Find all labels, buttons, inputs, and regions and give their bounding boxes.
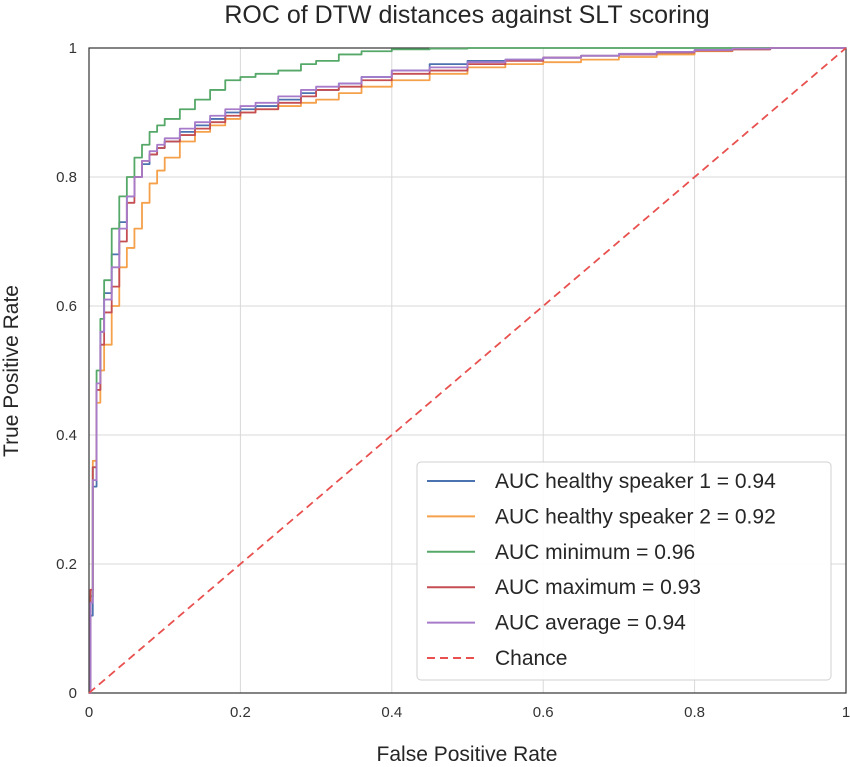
- x-tick-label: 0.6: [533, 704, 554, 721]
- x-axis-label: False Positive Rate: [377, 743, 558, 766]
- y-axis-label: True Positive Rate: [0, 285, 23, 457]
- x-tick-label: 0.2: [230, 704, 251, 721]
- legend-entry: AUC minimum = 0.96: [495, 541, 695, 564]
- legend-entry: AUC healthy speaker 1 = 0.94: [495, 470, 776, 493]
- y-tick-label: 0.4: [56, 427, 77, 444]
- grid-lines: [88, 47, 847, 694]
- chart-title: ROC of DTW distances against SLT scoring: [224, 1, 709, 29]
- legend-entry: Chance: [495, 647, 567, 670]
- legend: AUC healthy speaker 1 = 0.94 AUC healthy …: [416, 461, 832, 681]
- y-tick-label: 0.8: [56, 169, 77, 186]
- legend-entry: AUC average = 0.94: [495, 612, 686, 635]
- legend-box: [416, 461, 832, 681]
- x-tick-label: 0.4: [381, 704, 402, 721]
- legend-entry: AUC maximum = 0.93: [495, 576, 701, 599]
- series-line-4: [89, 47, 846, 694]
- x-tick-label: 1: [842, 704, 850, 721]
- series-lines: [88, 47, 847, 694]
- y-tick-label: 1: [69, 40, 77, 57]
- y-tick-label: 0.2: [56, 556, 77, 573]
- legend-entry: AUC healthy speaker 2 = 0.92: [495, 505, 776, 528]
- series-line-5: [88, 47, 847, 694]
- x-tick-label: 0.8: [684, 704, 705, 721]
- y-tick-label: 0.6: [56, 298, 77, 315]
- y-tick-label: 0: [69, 685, 77, 702]
- x-tick-label: 0: [85, 704, 93, 721]
- tick-labels: 0 0.2 0.4 0.6 0.8 1 0 0.2 0.4 0.6 0.8 1: [56, 40, 850, 721]
